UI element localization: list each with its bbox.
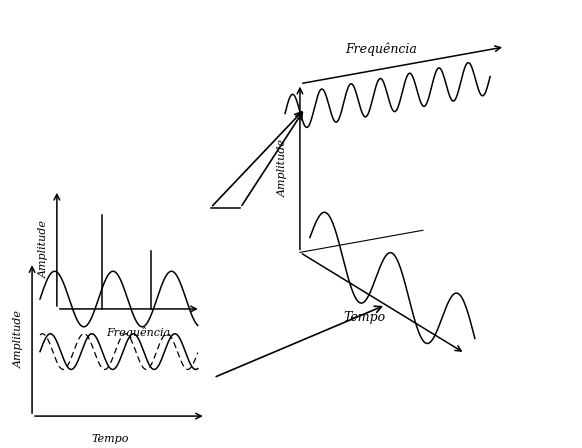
Text: Amplitude: Amplitude	[14, 310, 24, 368]
Text: Amplitude: Amplitude	[278, 139, 288, 197]
Text: Frequência: Frequência	[107, 327, 171, 338]
Text: Tempo: Tempo	[91, 434, 129, 444]
Text: Frequência: Frequência	[345, 43, 417, 56]
Text: Amplitude: Amplitude	[39, 220, 49, 278]
Text: Tempo: Tempo	[343, 311, 385, 324]
